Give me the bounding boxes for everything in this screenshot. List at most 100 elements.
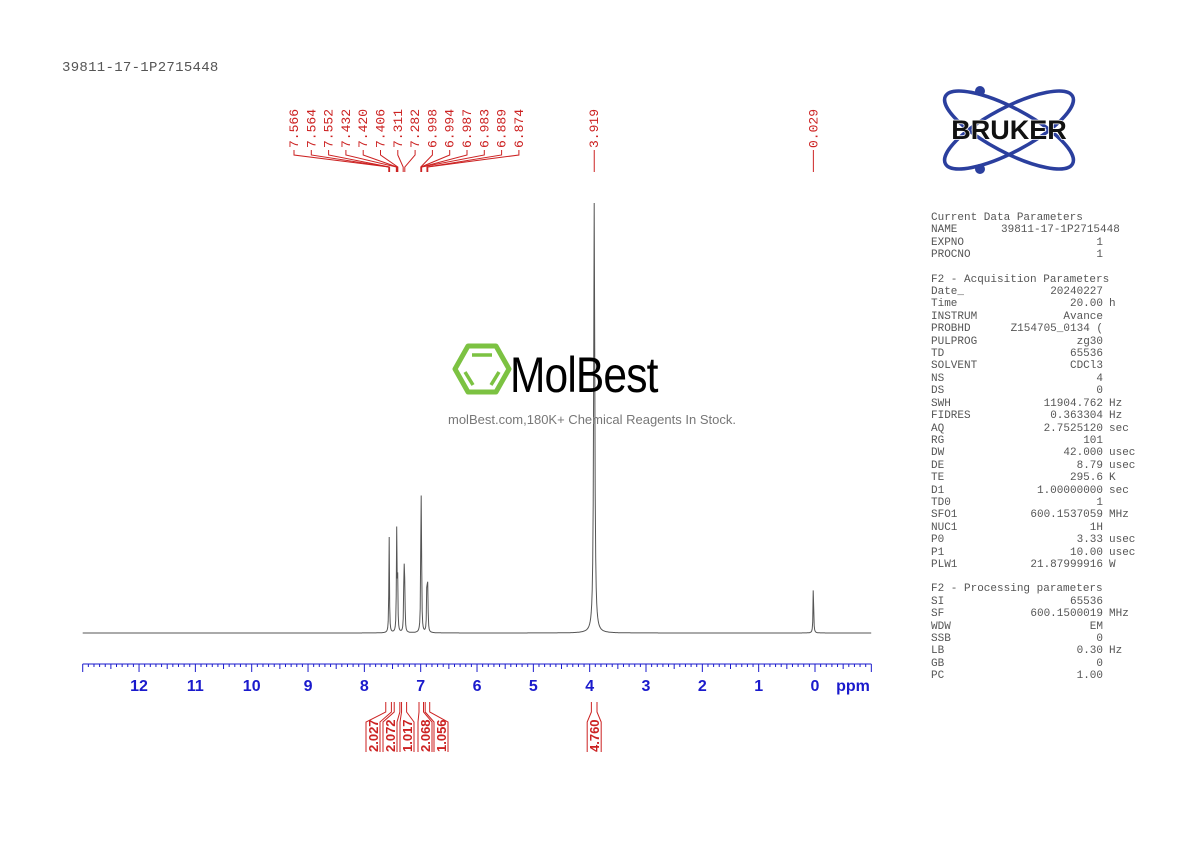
peak-label: 7.552 [322,109,337,148]
param-value: 8.79 [1076,459,1103,472]
param-row: DS 0 [931,385,1145,397]
param-key: RG [931,434,945,447]
param-unit: usec [1109,447,1136,460]
param-key: PROBHD [931,323,971,336]
axis-tick-label: 12 [130,678,148,695]
param-row: NS 4 [931,373,1145,385]
peak-label: 6.983 [477,109,492,148]
param-key: TD0 [931,496,951,509]
param-unit [1103,670,1145,682]
acquisition-parameters-panel: Current Data Parameters NAME 39811-17-1P2… [931,212,1145,695]
param-unit [1103,348,1145,360]
param-row: NAME 39811-17-1P2715448 [931,224,1145,236]
peak-label: 7.311 [391,109,406,148]
param-key: P0 [931,534,945,547]
peak-label: 0.029 [806,109,821,148]
sample-id: 39811-17-1P2715448 [62,60,219,76]
param-key: SFO1 [931,509,958,522]
peak-label: 6.987 [460,109,475,148]
molbest-watermark: MolBest molBest.com,180K+ Chemical Reage… [448,342,748,442]
param-value: zg30 [1076,335,1103,348]
param-unit [1103,336,1145,348]
param-row: EXPNO 1 [931,237,1145,249]
param-key: DE [931,459,945,472]
peak-label: 7.432 [339,109,354,148]
param-row: Time 20.00 h [931,298,1145,310]
axis-tick-label: 5 [529,678,538,695]
param-key: PULPROG [931,335,978,348]
axis-tick-label: 4 [585,678,594,695]
acquisition-parameters: F2 - Acquisition Parameters Date_ 2024022… [931,274,1145,572]
param-unit: usec [1109,534,1136,547]
processing-parameters: F2 - Processing parameters SI 65536 SF 600.… [931,583,1145,682]
integral-value: 1.017 [400,719,415,752]
param-key: FIDRES [931,410,971,423]
param-row: SWH 11904.762 Hz [931,398,1145,410]
param-key: PROCNO [931,249,971,262]
param-key: GB [931,657,945,670]
param-key: P1 [931,546,945,559]
param-value: 1 [1096,249,1103,262]
param-value: 101 [1083,434,1103,447]
peak-label: 7.282 [408,109,423,148]
param-row: GB 0 [931,658,1145,670]
peak-label: 7.420 [356,109,371,148]
param-unit: K [1109,472,1116,485]
integral-value: 4.760 [587,719,602,752]
param-value: 2.7525120 [1043,422,1103,435]
param-key: SI [931,595,945,608]
param-row: SSB 0 [931,633,1145,645]
param-unit [1103,224,1145,236]
peak-label: 6.994 [443,109,458,148]
param-value: 0 [1096,657,1103,670]
peak-label: 7.566 [287,109,302,148]
peak-label: 6.998 [425,109,440,148]
param-row: INSTRUM Avance [931,311,1145,323]
param-unit: usec [1109,459,1136,472]
param-key: NUC1 [931,521,958,534]
axis-tick-label: 0 [811,678,820,695]
benzene-icon [452,343,512,395]
integral-value: 2.068 [418,719,433,752]
param-key: WDW [931,620,951,633]
param-value: 295.6 [1069,472,1103,485]
param-unit [1103,522,1145,534]
param-row: PROCNO 1 [931,249,1145,261]
param-unit: sec [1109,484,1129,497]
param-unit: h [1109,298,1116,311]
param-row: PROBHD Z154705_0134 ( [931,323,1145,335]
param-value: 20.00 [1069,298,1103,311]
param-unit [1103,658,1145,670]
param-key: DW [931,447,945,460]
param-row: DW 42.000 usec [931,447,1145,459]
param-unit: usec [1109,546,1136,559]
section-title: F2 - Acquisition Parameters [931,273,1110,286]
param-unit [1103,286,1145,298]
param-row: TD0 1 [931,497,1145,509]
param-value: CDCl3 [1069,360,1103,373]
param-value: EM [1089,620,1103,633]
param-value: 39811-17-1P2715448 [1001,224,1120,237]
integral-value: 1.056 [434,719,449,752]
param-value: 11904.762 [1043,397,1103,410]
integral-value: 2.072 [383,719,398,752]
spectrum-trace [82,202,872,634]
param-row: TD 65536 [931,348,1145,360]
param-row: PC 1.00 [931,670,1145,682]
param-row: SI 65536 [931,596,1145,608]
param-value: 21.87999916 [1030,558,1103,571]
param-row: AQ 2.7525120 sec [931,423,1145,435]
param-unit: Hz [1109,410,1123,423]
axis-unit-label: ppm [836,678,870,695]
param-key: Time [931,298,958,311]
param-unit [1103,360,1145,372]
molbest-tagline: molBest.com,180K+ Chemical Reagents In S… [448,412,736,427]
param-key: D1 [931,484,945,497]
param-value: 1 [1096,496,1103,509]
param-value: Z154705_0134 ( [1010,323,1103,336]
param-unit [1103,596,1145,608]
param-row: SOLVENT CDCl3 [931,360,1145,372]
param-key: NAME [931,224,958,237]
param-value: 1.00000000 [1036,484,1103,497]
axis-tick-label: 3 [642,678,651,695]
